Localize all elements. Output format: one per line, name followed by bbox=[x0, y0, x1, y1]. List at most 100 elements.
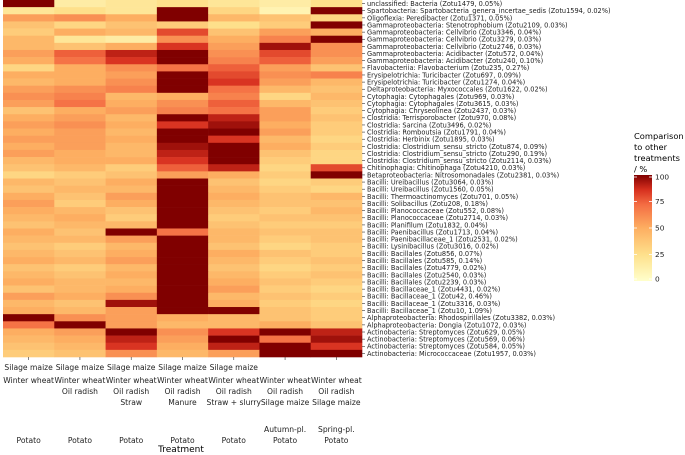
heatmap-cell bbox=[105, 185, 158, 194]
heatmap-cell bbox=[208, 221, 260, 229]
heatmap-cell bbox=[310, 328, 363, 336]
row-label: Cytophagia: Cytophagales (Zotu3615, 0.03… bbox=[367, 100, 518, 108]
heatmap-cell bbox=[54, 264, 106, 272]
heatmap-cell bbox=[54, 149, 106, 158]
heatmap-cell bbox=[156, 221, 209, 229]
heatmap-cell bbox=[208, 135, 260, 144]
heatmap-cell bbox=[259, 242, 312, 251]
heatmap-cell bbox=[310, 299, 363, 308]
heatmap-cell bbox=[3, 28, 55, 36]
heatmap-cell bbox=[3, 42, 55, 51]
heatmap-cell bbox=[156, 128, 209, 136]
column-label: Silage maize bbox=[107, 363, 156, 372]
heatmap-cell bbox=[3, 207, 55, 215]
heatmap-cell bbox=[105, 149, 158, 158]
heatmap-cell bbox=[105, 157, 158, 165]
heatmap-cell bbox=[3, 235, 55, 244]
heatmap-cell bbox=[3, 57, 55, 65]
row-label: Bacilli: Paenibacillus (Zotu1713, 0.04%) bbox=[367, 228, 498, 236]
heatmap-cell bbox=[310, 85, 363, 94]
heatmap-cell bbox=[208, 21, 260, 29]
row-label: Deltaproteobacteria: Myxococcales (Zotu1… bbox=[367, 86, 548, 94]
heatmap-cell bbox=[208, 157, 260, 165]
heatmap-cell bbox=[3, 7, 55, 15]
column-label: Straw bbox=[120, 398, 142, 407]
row-label: Bacilli: Planifilum (Zotu1832, 0.04%) bbox=[367, 221, 488, 229]
heatmap-cell bbox=[259, 235, 312, 244]
heatmap-cell bbox=[259, 171, 312, 179]
heatmap-cell bbox=[54, 171, 106, 179]
heatmap-cell bbox=[105, 28, 158, 36]
heatmap-cell bbox=[105, 0, 158, 8]
heatmap-cell bbox=[54, 114, 106, 122]
heatmap-cell bbox=[208, 64, 260, 72]
heatmap-cell bbox=[310, 164, 363, 172]
heatmap-cell bbox=[310, 221, 363, 229]
heatmap-cell bbox=[54, 49, 106, 58]
heatmap-cell bbox=[3, 135, 55, 144]
row-label: Bacilli: Solibacillus (Zotu208, 0.18%) bbox=[367, 200, 488, 208]
column-label: Winter wheat bbox=[106, 376, 157, 385]
heatmap-cell bbox=[259, 0, 312, 8]
heatmap-cell bbox=[310, 257, 363, 265]
heatmap-cell bbox=[208, 299, 260, 308]
heatmap-cell bbox=[156, 257, 209, 265]
heatmap-cell bbox=[105, 242, 158, 251]
heatmap-cell bbox=[259, 164, 312, 172]
heatmap-cell bbox=[156, 121, 209, 129]
heatmap-cell bbox=[3, 114, 55, 122]
row-label: Gammaproteobacteria: Stenotrophobium (Zo… bbox=[367, 21, 568, 29]
heatmap-cell bbox=[156, 107, 209, 115]
heatmap-cell bbox=[105, 7, 158, 15]
heatmap-cell bbox=[310, 307, 363, 315]
heatmap-cell bbox=[208, 78, 260, 86]
column-label: Potato bbox=[222, 436, 247, 445]
heatmap-cell bbox=[310, 342, 363, 351]
heatmap-cell bbox=[156, 321, 209, 329]
heatmap-cell bbox=[105, 292, 158, 301]
heatmap-cell bbox=[3, 349, 55, 358]
heatmap-cell bbox=[156, 114, 209, 122]
row-label: Actinobacteria: Streptomyces (Zotu569, 0… bbox=[367, 336, 525, 344]
heatmap-cell bbox=[105, 64, 158, 72]
heatmap-cell bbox=[310, 49, 363, 58]
heatmap-cell bbox=[208, 249, 260, 258]
column-label: Potato bbox=[273, 436, 298, 445]
heatmap-cell bbox=[3, 171, 55, 179]
heatmap-cell bbox=[310, 64, 363, 72]
row-label: Chitinophagia: Chitinophaga (Zotu4210, 0… bbox=[367, 164, 525, 172]
heatmap-cell bbox=[54, 35, 106, 44]
heatmap-cell bbox=[259, 207, 312, 215]
heatmap-cell bbox=[208, 7, 260, 15]
row-label: Gammaproteobacteria: Cellvibrio (Zotu274… bbox=[367, 43, 541, 51]
heatmap-cell bbox=[105, 121, 158, 129]
heatmap-cell bbox=[310, 192, 363, 201]
heatmap-cell bbox=[105, 142, 158, 151]
heatmap-cell bbox=[259, 71, 312, 79]
heatmap-cell bbox=[105, 285, 158, 294]
heatmap-cell bbox=[105, 107, 158, 115]
heatmap-cell bbox=[105, 321, 158, 329]
heatmap-cell bbox=[3, 92, 55, 101]
heatmap-cell bbox=[3, 49, 55, 58]
heatmap-cell bbox=[105, 307, 158, 315]
heatmap-cell bbox=[156, 235, 209, 244]
row-label: Bacilli: Bacillales (Zotu856, 0.07%) bbox=[367, 250, 482, 258]
row-label: Clostridia: Romboutsia (Zotu1791, 0.04%) bbox=[367, 128, 506, 136]
heatmap-cell bbox=[208, 142, 260, 151]
heatmap-cell bbox=[54, 199, 106, 208]
column-label: Spring-pl. bbox=[318, 425, 355, 434]
heatmap-cell bbox=[105, 114, 158, 122]
heatmap-cells bbox=[3, 0, 363, 358]
heatmap-cell bbox=[259, 307, 312, 315]
heatmap-cell bbox=[310, 335, 363, 344]
heatmap-cell bbox=[54, 292, 106, 301]
heatmap-cell bbox=[105, 342, 158, 351]
row-label: unclassified: Bacteria (Zotu1479, 0.05%) bbox=[367, 0, 502, 8]
row-label: Flavobacteriia: Flavobacterium (Zotu235,… bbox=[367, 64, 529, 72]
heatmap-cell bbox=[156, 307, 209, 315]
heatmap-cell bbox=[54, 349, 106, 358]
heatmap-cell bbox=[208, 264, 260, 272]
heatmap-cell bbox=[208, 85, 260, 94]
heatmap-cell bbox=[259, 185, 312, 194]
